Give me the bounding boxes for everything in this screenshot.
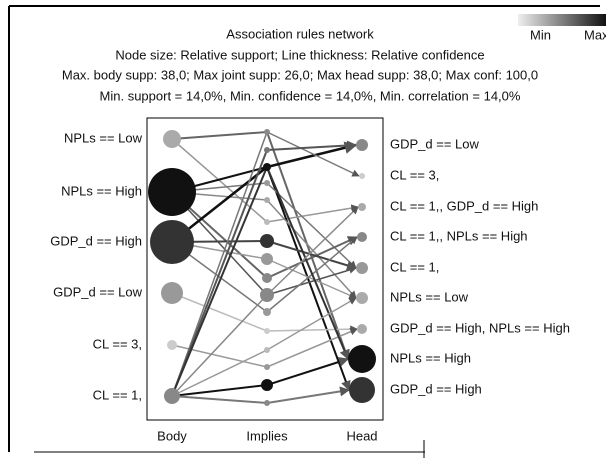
body-node <box>164 388 180 404</box>
head-label: CL == 1,, GDP_d == High <box>390 198 538 213</box>
head-node <box>348 345 376 373</box>
rule-edge <box>266 356 349 386</box>
rule-edge <box>266 328 358 368</box>
subtitle: Node size: Relative support; Line thickn… <box>115 47 484 62</box>
implies-node <box>264 364 270 370</box>
rule-edge <box>266 266 357 296</box>
implies-node <box>264 197 270 203</box>
head-label: GDP_d == Low <box>390 136 479 151</box>
plot-area <box>146 117 384 421</box>
legend-max: Max <box>584 27 606 42</box>
implies-node <box>261 253 273 265</box>
implies-node <box>264 147 270 153</box>
body-node <box>148 168 196 216</box>
body-label: CL == 3, <box>93 336 142 351</box>
rule-edge <box>171 395 268 404</box>
rule-edge <box>171 166 268 397</box>
implies-node <box>264 328 270 334</box>
head-label: CL == 1, <box>390 259 439 274</box>
implies-node <box>264 129 270 135</box>
rule-edge <box>171 131 268 140</box>
title: Association rules network <box>226 26 374 41</box>
head-label: GDP_d == High, NPLs == High <box>390 320 570 335</box>
body-node <box>163 130 181 148</box>
implies-node <box>263 308 271 316</box>
rule-edge <box>171 149 268 397</box>
head-label: CL == 3, <box>390 167 439 182</box>
rule-edge <box>266 258 357 299</box>
subtitle: Max. body supp: 38,0; Max joint supp: 26… <box>62 67 538 82</box>
rule-edge <box>171 349 268 397</box>
body-label: GDP_d == Low <box>53 284 142 299</box>
head-label: NPLs == Low <box>390 289 469 304</box>
implies-node <box>260 288 274 302</box>
rule-edge <box>171 292 268 332</box>
subtitle: Min. support = 14,0%, Min. confidence = … <box>100 88 521 103</box>
body-node <box>161 282 183 304</box>
rule-edge <box>266 236 358 279</box>
implies-node <box>262 273 272 283</box>
implies-node <box>264 180 270 186</box>
head-node <box>356 262 368 274</box>
body-node <box>150 220 194 264</box>
body-node <box>167 340 177 350</box>
head-node <box>357 232 367 242</box>
rule-edge <box>266 166 350 360</box>
implies-node <box>264 347 270 353</box>
implies-node <box>264 219 270 225</box>
head-node <box>357 324 367 334</box>
head-label: GDP_d == High <box>390 381 482 396</box>
rule-edge <box>266 140 357 151</box>
rule-edge <box>266 182 357 269</box>
rule-edge <box>266 240 357 271</box>
rule-edge <box>266 206 359 296</box>
head-node <box>349 377 375 403</box>
rule-edge <box>266 325 358 333</box>
column-label: Implies <box>246 428 288 443</box>
rule-edge <box>266 297 357 351</box>
implies-node <box>260 234 274 248</box>
rule-edge <box>266 131 360 177</box>
rule-edge <box>266 199 357 299</box>
rule-edge <box>171 384 268 397</box>
implies-node <box>261 379 273 391</box>
rule-edge <box>171 344 268 368</box>
head-label: CL == 1,, NPLs == High <box>390 228 528 243</box>
rule-edge <box>171 294 268 397</box>
body-label: NPLs == High <box>61 183 142 198</box>
body-label: GDP_d == High <box>50 233 142 248</box>
rule-edge <box>266 204 359 223</box>
head-node <box>359 173 365 179</box>
rule-edge <box>266 386 350 404</box>
implies-node <box>263 163 271 171</box>
head-node <box>356 139 368 151</box>
head-node <box>358 203 366 211</box>
head-node <box>356 292 368 304</box>
legend-min: Min <box>530 27 551 42</box>
implies-node <box>264 400 270 406</box>
body-label: NPLs == Low <box>64 130 143 145</box>
column-label: Head <box>346 428 377 443</box>
legend-gradient <box>518 14 606 26</box>
column-label: Body <box>157 428 187 443</box>
body-label: CL == 1, <box>93 387 142 402</box>
rule-edge <box>171 131 268 397</box>
rule-edge <box>266 141 358 169</box>
head-label: NPLs == High <box>390 350 471 365</box>
